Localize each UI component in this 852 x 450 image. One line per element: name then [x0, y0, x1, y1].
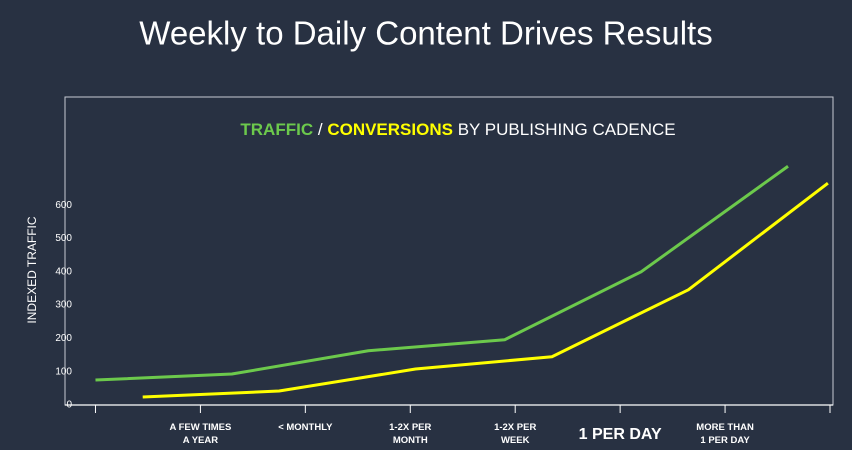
x-tick-label-line: A YEAR: [183, 435, 219, 446]
x-tick-label-line: WEEK: [501, 435, 530, 446]
y-axis-label: INDEXED TRAFFIC: [25, 216, 39, 323]
x-tick-label-line: 1-2X PER: [494, 422, 536, 433]
x-tick-label-line: MORE THAN: [696, 422, 754, 433]
x-tick-label-line: < MONTHLY: [278, 422, 333, 433]
x-tick-label: A FEW TIMES A YEAR: [169, 422, 231, 446]
x-tick-label: 1-2X PER MONTH: [389, 422, 431, 446]
title-conversions: CONVERSIONS: [327, 120, 453, 139]
y-tick-label: 200: [55, 333, 72, 344]
x-tick-label-line: 1-2X PER: [389, 422, 431, 433]
x-tick-label-line: 1 PER DAY: [700, 435, 750, 446]
chart-title: TRAFFIC / CONVERSIONS BY PUBLISHING CADE…: [240, 120, 675, 139]
x-tick-label: < MONTHLY: [278, 422, 333, 433]
chart-frame: [64, 96, 834, 406]
title-separator: /: [318, 120, 323, 139]
y-tick-label: 0: [66, 400, 72, 411]
y-tick-label: 100: [55, 366, 72, 377]
series-line: [95, 165, 789, 382]
x-tick-label-line: 1 PER DAY: [579, 426, 662, 443]
x-tick-label-line: MONTH: [393, 435, 428, 446]
title-rest: BY PUBLISHING CADENCE: [458, 120, 676, 139]
y-tick-label: 500: [55, 233, 72, 244]
x-tick-label-line: A FEW TIMES: [169, 422, 231, 433]
slide-title: Weekly to Daily Content Drives Results: [139, 15, 712, 52]
y-tick-label: 300: [55, 300, 72, 311]
x-tick-label: MORE THAN 1 PER DAY: [696, 422, 754, 446]
y-tick-label: 400: [55, 266, 72, 277]
y-tick-label: 600: [55, 200, 72, 211]
series-line: [142, 182, 829, 399]
x-tick-label: 1-2X PER WEEK: [494, 422, 536, 446]
x-tick-label: 1 PER DAY: [579, 426, 662, 443]
title-traffic: TRAFFIC: [240, 120, 313, 139]
